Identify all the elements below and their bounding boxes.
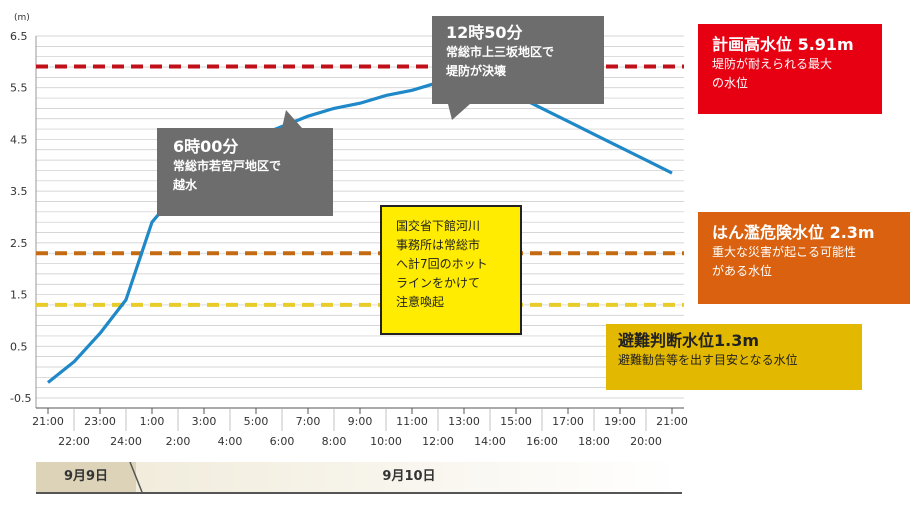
x-tick-label-bottom: 22:00 [58, 435, 90, 448]
x-tick-label-top: 19:00 [604, 415, 636, 428]
x-tick-label-top: 7:00 [296, 415, 321, 428]
y-tick-label: -0.5 [10, 392, 31, 405]
y-tick-label: 1.5 [10, 289, 28, 302]
levee-break-pointer [448, 104, 470, 120]
x-tick-label-bottom: 20:00 [630, 435, 662, 448]
x-tick-label-top: 17:00 [552, 415, 584, 428]
x-tick-label-top: 3:00 [192, 415, 217, 428]
evacuation-callout: 避難判断水位1.3m 避難勧告等を出す目安となる水位 [606, 324, 862, 390]
x-tick-label-top: 5:00 [244, 415, 269, 428]
flood-danger-text2: がある水位 [712, 262, 896, 281]
x-tick-label-bottom: 10:00 [370, 435, 402, 448]
levee-break-text1: 常総市上三坂地区で [446, 43, 590, 62]
x-tick-label-top: 9:00 [348, 415, 373, 428]
plan-level-title: 計画高水位 5.91m [712, 34, 868, 55]
x-tick-label-bottom: 8:00 [322, 435, 347, 448]
hotline-callout: 国交省下館河川 事務所は常総市 へ計7回のホット ラインをかけて 注意喚起 [380, 205, 522, 335]
levee-break-callout: 12時50分 常総市上三坂地区で 堤防が決壊 [432, 16, 604, 104]
x-tick-label-top: 1:00 [140, 415, 165, 428]
date-day2: 9月10日 [136, 462, 682, 492]
x-tick-label-bottom: 4:00 [218, 435, 243, 448]
flood-danger-text1: 重大な災害が起こる可能性 [712, 243, 896, 262]
y-tick-label: 2.5 [10, 237, 28, 250]
x-tick-label-top: 15:00 [500, 415, 532, 428]
flood-danger-title: はん濫危険水位 2.3m [712, 222, 896, 243]
levee-break-text2: 堤防が決壊 [446, 62, 590, 81]
y-tick-label: 3.5 [10, 185, 28, 198]
x-tick-label-bottom: 18:00 [578, 435, 610, 448]
y-tick-label: 0.5 [10, 340, 28, 353]
flood-danger-callout: はん濫危険水位 2.3m 重大な災害が起こる可能性 がある水位 [698, 212, 910, 304]
x-tick-label-bottom: 14:00 [474, 435, 506, 448]
y-tick-label: 4.5 [10, 133, 28, 146]
x-tick-label-top: 21:00 [656, 415, 688, 428]
y-unit-label: (m) [14, 13, 30, 23]
x-tick-label-bottom: 12:00 [422, 435, 454, 448]
x-tick-label-bottom: 6:00 [270, 435, 295, 448]
x-tick-label-bottom: 2:00 [166, 435, 191, 448]
y-tick-label: 6.5 [10, 30, 28, 43]
x-tick-label-top: 13:00 [448, 415, 480, 428]
x-tick-label-top: 11:00 [396, 415, 428, 428]
date-day1: 9月9日 [36, 462, 136, 492]
overflow-time: 6時00分 [173, 136, 317, 157]
x-tick-label-bottom: 24:00 [110, 435, 142, 448]
x-tick-label-top: 21:00 [32, 415, 64, 428]
levee-break-time: 12時50分 [446, 22, 590, 43]
evacuation-text1: 避難勧告等を出す目安となる水位 [618, 351, 850, 370]
x-tick-label-top: 23:00 [84, 415, 116, 428]
plan-level-text2: の水位 [712, 74, 868, 93]
evacuation-title: 避難判断水位1.3m [618, 330, 850, 351]
overflow-callout: 6時00分 常総市若宮戸地区で 越水 [157, 128, 333, 216]
plan-level-callout: 計画高水位 5.91m 堤防が耐えられる最大 の水位 [698, 24, 882, 114]
overflow-text2: 越水 [173, 176, 317, 195]
plan-level-text1: 堤防が耐えられる最大 [712, 55, 868, 74]
y-tick-label: 5.5 [10, 82, 28, 95]
date-divider [124, 462, 148, 492]
x-tick-label-bottom: 16:00 [526, 435, 558, 448]
overflow-text1: 常総市若宮戸地区で [173, 157, 317, 176]
date-bar: 9月9日 9月10日 [36, 462, 682, 494]
